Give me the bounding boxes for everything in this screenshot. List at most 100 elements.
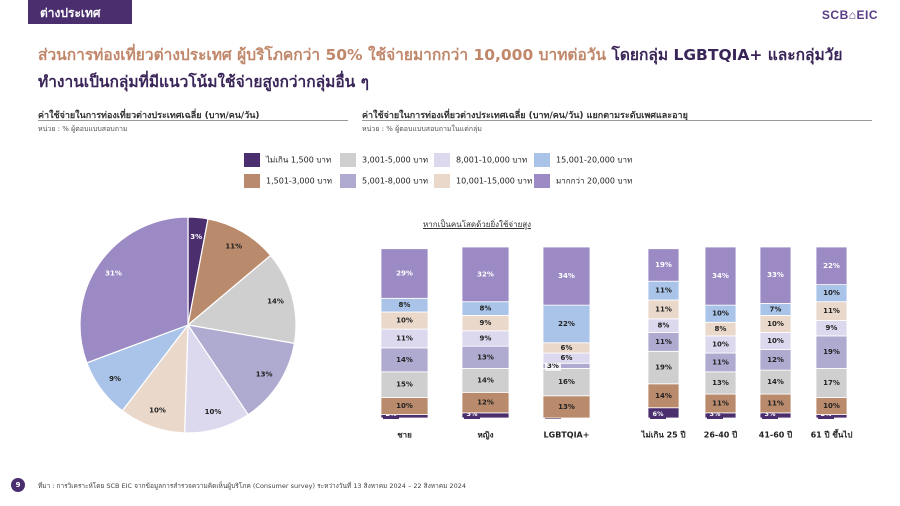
age-bar-segment-label: 10% xyxy=(712,340,729,348)
legend-item: 1,501-3,000 บาท xyxy=(244,174,332,188)
age-bar-segment-label: 34% xyxy=(712,272,729,280)
legend-swatch xyxy=(244,174,260,188)
age-bar-segment-label: 11% xyxy=(712,358,729,366)
gender-bar-segment xyxy=(461,246,510,303)
right-chart-unit: หน่วย : % ผู้ตอบแบบสอบถามในแต่กลุ่ม xyxy=(362,125,482,133)
legend-label: มากกว่า 20,000 บาท xyxy=(556,176,633,186)
gender-bar-category-label: หญิง xyxy=(478,431,494,441)
pie-slice-label: 14% xyxy=(267,297,284,305)
single-highlight-label: หากเป็นคนโสดด้วยยิ่งใช้จ่ายสูง xyxy=(423,220,532,229)
age-bar-segment-label: 8% xyxy=(715,325,727,333)
legend-label: 5,001-8,000 บาท xyxy=(362,176,429,186)
age-bar-category-label: 26-40 ปี xyxy=(704,430,737,440)
age-bar-segment-label: 7% xyxy=(770,305,782,313)
age-bar-segment xyxy=(759,246,792,304)
gender-bar-segment-label: 14% xyxy=(477,376,494,384)
legend-item: 5,001-8,000 บาท xyxy=(340,174,428,188)
right-chart-subtitle: ค่าใช้จ่ายในการท่องเที่ยวต่างประเทศเฉลี่… xyxy=(362,111,688,121)
legend-item: มากกว่า 20,000 บาท xyxy=(534,174,632,188)
brand-logo: SCB⌂EIC xyxy=(821,8,878,22)
pie-slice-label: 13% xyxy=(256,370,273,378)
source-note: ที่มา : การวิเคราะห์โดย SCB EIC จากข้อมู… xyxy=(38,482,466,490)
legend-item: 10,001-15,000 บาท xyxy=(434,174,532,188)
age-bar-segment-label: 10% xyxy=(823,289,840,297)
gender-bar-segment-label: 13% xyxy=(477,353,494,361)
age-bar-segment-label: 12% xyxy=(767,356,784,364)
age-bar-segment-label: 10% xyxy=(823,402,840,410)
pie-slice xyxy=(186,324,296,416)
gender-bar-segment-label: 8% xyxy=(480,305,492,313)
gender-bar-segment-label: 10% xyxy=(396,317,413,325)
gender-bar-segment-label: 15% xyxy=(396,381,413,389)
age-bar-segment-label: 6% xyxy=(652,410,664,418)
right-divider xyxy=(362,120,872,121)
left-chart-unit: หน่วย : % ผู้ตอบแบบสอบถาม xyxy=(38,125,128,133)
age-bar-category-label: 61 ปี ขึ้นไป xyxy=(811,429,853,440)
age-bar-segment-label: 17% xyxy=(823,379,840,387)
pie-slice-label: 11% xyxy=(225,243,242,251)
age-bar-segment xyxy=(647,248,680,282)
age-bar-segment-label: 9% xyxy=(826,324,838,332)
pie-slice xyxy=(186,254,297,345)
pie-slice-label: 9% xyxy=(109,375,121,383)
age-bar-segment-label: 19% xyxy=(655,364,672,372)
pie-slice-label: 10% xyxy=(149,406,166,414)
legend-swatch xyxy=(534,153,550,167)
age-bar-base-badge xyxy=(707,409,723,419)
legend-swatch xyxy=(434,153,450,167)
gender-bar-segment-label: 34% xyxy=(558,272,575,280)
age-bar-category-label: ไม่เกิน 25 ปี xyxy=(640,430,685,440)
gender-bar-segment-label: 29% xyxy=(396,270,413,278)
age-bar-category-label: 41-60 ปี xyxy=(759,430,792,440)
age-bar-segment-label: 3% xyxy=(709,410,721,418)
title-highlight: ส่วนการท่องเที่ยวต่างประเทศ ผู้บริโภคกว่… xyxy=(38,46,607,64)
age-bar-base-badge xyxy=(762,409,778,419)
gender-bar-segment xyxy=(380,248,429,299)
age-bar-segment-label: 10% xyxy=(767,320,784,328)
gender-bar-segment xyxy=(542,368,591,397)
gender-bar-segment-label: 13% xyxy=(558,403,575,411)
left-chart-subtitle: ค่าใช้จ่ายในการท่องเที่ยวต่างประเทศเฉลี่… xyxy=(38,111,260,121)
age-bar-segment-label: 11% xyxy=(823,307,840,315)
legend-item: 3,001-5,000 บาท xyxy=(340,153,428,167)
legend-swatch xyxy=(244,153,260,167)
legend-swatch xyxy=(434,174,450,188)
pie-slice-label: 3% xyxy=(190,233,202,241)
legend-label: 15,001-20,000 บาท xyxy=(556,155,633,165)
pie-slice xyxy=(187,218,272,327)
gender-bar-segment-label: 22% xyxy=(558,320,575,328)
age-bar-segment xyxy=(815,246,848,286)
gender-bar-segment-label: 9% xyxy=(480,334,492,342)
age-bar-base-badge xyxy=(650,409,666,419)
gender-bar-segment-label: 9% xyxy=(480,319,492,327)
gender-bar-segment-label: 3% xyxy=(547,362,559,370)
legend-item: ไม่เกิน 1,500 บาท xyxy=(244,153,331,167)
title-rest: โดยกลุ่ม LGBTQIA+ และกลุ่มวัยทำงานเป็นกล… xyxy=(38,46,843,91)
legend-item: 8,001-10,000 บาท xyxy=(434,153,527,167)
age-bar-segment-label: 13% xyxy=(712,379,729,387)
age-bar-segment-label: 14% xyxy=(655,392,672,400)
age-bar-segment-label: 19% xyxy=(655,261,672,269)
legend-label: 3,001-5,000 บาท xyxy=(362,155,429,165)
age-bar-segment-label: 8% xyxy=(658,322,670,330)
gender-bar-segment-label: 16% xyxy=(558,378,575,386)
gender-bar-segment xyxy=(542,304,591,344)
gender-bar-label-bg xyxy=(545,360,561,371)
page-title: ส่วนการท่องเที่ยวต่างประเทศ ผู้บริโภคกว่… xyxy=(38,42,868,96)
legend-label: 10,001-15,000 บาท xyxy=(456,176,533,186)
gender-bar-segment-label: 14% xyxy=(396,356,413,364)
left-divider xyxy=(38,120,348,121)
gender-bar-segment-label: 12% xyxy=(477,399,494,407)
gender-bar-segment xyxy=(380,371,429,398)
legend-label: 8,001-10,000 บาท xyxy=(456,155,528,165)
legend-swatch xyxy=(534,174,550,188)
page-number: 9 xyxy=(11,478,25,492)
pie-slice xyxy=(79,216,189,364)
age-bar-segment-label: 33% xyxy=(767,271,784,279)
age-bar-segment xyxy=(704,246,737,306)
gender-bar-base-badge xyxy=(464,409,480,419)
gender-bar-category-label: ชาย xyxy=(397,431,412,440)
age-bar-segment-label: 19% xyxy=(823,348,840,356)
age-bar-segment-label: 22% xyxy=(823,262,840,270)
